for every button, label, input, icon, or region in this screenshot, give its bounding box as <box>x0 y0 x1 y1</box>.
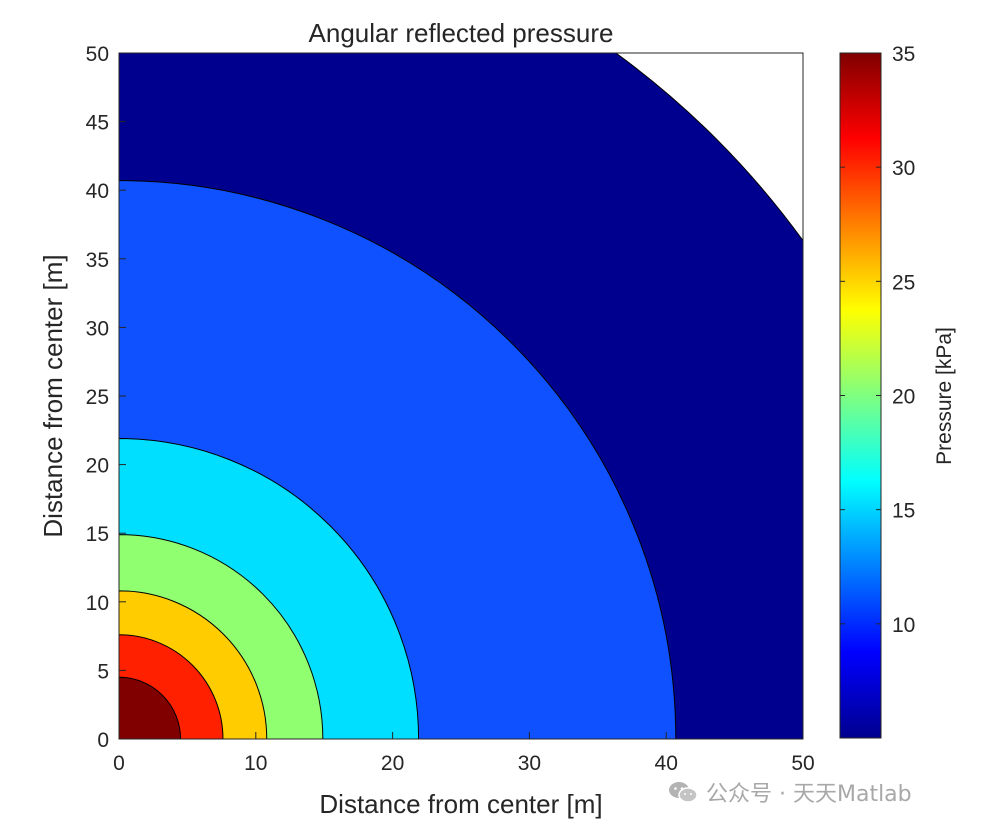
colorbar: 10 15 20 25 30 35 Pressure [kPa] <box>839 43 956 739</box>
colorbar-gradient <box>839 52 882 739</box>
watermark-text: 公众号 · 天天Matlab <box>706 782 912 807</box>
colorbar-label: Pressure [kPa] <box>933 327 956 465</box>
y-tick-label: 50 <box>86 43 109 66</box>
y-axis: 0 5 10 15 20 25 30 35 40 45 50 <box>86 43 126 752</box>
wechat-icon <box>669 782 698 803</box>
colorbar-tick-label: 10 <box>892 614 915 637</box>
colorbar-tick-label: 25 <box>892 271 915 294</box>
x-axis-label: Distance from center [m] <box>319 789 602 819</box>
watermark: 公众号 · 天天Matlab <box>668 774 912 810</box>
colorbar-tick-label: 20 <box>892 386 915 409</box>
contour-band-1 <box>119 676 182 739</box>
x-tick-label: 30 <box>518 752 541 775</box>
y-tick-label: 30 <box>86 317 109 340</box>
colorbar-tick-label: 35 <box>892 43 915 66</box>
y-tick-label: 5 <box>97 660 109 683</box>
y-tick-label: 0 <box>97 729 109 752</box>
x-tick-label: 50 <box>791 752 814 775</box>
x-tick-label: 0 <box>113 752 125 775</box>
y-tick-label: 10 <box>86 592 109 615</box>
colorbar-ticks: 10 15 20 25 30 35 <box>840 43 915 637</box>
x-axis: 0 10 20 30 40 50 <box>113 732 815 775</box>
y-tick-label: 35 <box>86 249 109 272</box>
colorbar-tick-label: 15 <box>892 500 915 523</box>
y-tick-label: 15 <box>86 523 109 546</box>
colorbar-tick-label: 30 <box>892 157 915 180</box>
y-tick-label: 40 <box>86 180 109 203</box>
x-tick-label: 40 <box>655 752 678 775</box>
y-tick-label: 45 <box>86 112 109 135</box>
x-tick-label: 10 <box>244 752 267 775</box>
y-tick-label: 20 <box>86 455 109 478</box>
contour-bands <box>119 53 803 739</box>
chart-title: Angular reflected pressure <box>309 18 614 48</box>
y-tick-label: 25 <box>86 386 109 409</box>
x-tick-label: 20 <box>381 752 404 775</box>
plot-area <box>118 52 804 740</box>
y-axis-label: Distance from center [m] <box>38 254 68 537</box>
